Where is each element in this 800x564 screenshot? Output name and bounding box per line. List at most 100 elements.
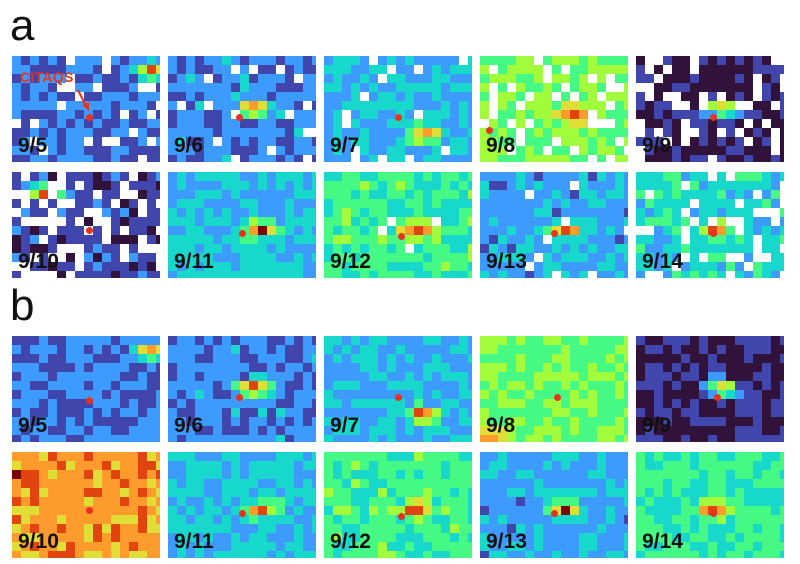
map-cell: [606, 119, 616, 129]
map-cell: [753, 74, 763, 84]
map-cell: [762, 435, 772, 442]
date-label: 9/14: [642, 530, 683, 553]
map-cell: [168, 417, 178, 427]
map-cell: [516, 253, 526, 263]
map-cell: [312, 244, 316, 254]
map-cell: [57, 363, 67, 373]
map-cell: [735, 271, 745, 278]
map-cell: [249, 488, 259, 498]
map-cell: [552, 408, 562, 418]
map-cell: [240, 470, 250, 480]
map-cell: [378, 390, 388, 400]
map-cell: [294, 146, 304, 156]
map-cell: [147, 417, 157, 427]
map-cell: [762, 524, 772, 534]
map-cell: [396, 235, 406, 245]
map-cell: [681, 101, 691, 111]
map-cell: [735, 435, 745, 442]
map-cell: [507, 101, 517, 111]
map-cell: [450, 381, 460, 391]
map-cell: [351, 479, 361, 489]
map-cell: [681, 497, 691, 507]
map-cell: [156, 488, 160, 498]
map-cell: [441, 372, 451, 382]
map-cell: [681, 399, 691, 409]
map-cell: [543, 190, 553, 200]
map-cell: [552, 488, 562, 498]
map-cell: [294, 271, 304, 278]
map-cell: [369, 417, 379, 427]
map-cell: [369, 92, 379, 102]
map-cell: [450, 417, 460, 427]
map-cell: [699, 479, 709, 489]
map-cell: [708, 345, 718, 355]
map-cell: [489, 435, 499, 442]
map-cell: [168, 101, 178, 111]
map-cell: [624, 92, 628, 102]
map-cell: [498, 470, 508, 480]
map-cell: [177, 110, 187, 120]
map-cell: [387, 381, 397, 391]
map-cell: [672, 83, 682, 93]
map-cell: [138, 101, 148, 111]
map-cell: [204, 372, 214, 382]
map-cell: [360, 262, 370, 272]
map-cell: [222, 65, 232, 75]
map-cell: [204, 155, 214, 162]
map-cell: [120, 372, 130, 382]
map-cell: [138, 542, 148, 552]
map-cell: [588, 253, 598, 263]
map-cell: [276, 390, 286, 400]
map-cell: [285, 181, 295, 191]
map-cell: [579, 354, 589, 364]
map-cell: [267, 235, 277, 245]
map-cell: [369, 190, 379, 200]
map-cell: [654, 461, 664, 471]
map-cell: [138, 488, 148, 498]
map-cell: [156, 74, 160, 84]
map-cell: [93, 65, 103, 75]
map-cell: [615, 488, 625, 498]
map-cell: [312, 119, 316, 129]
map-cell: [459, 217, 469, 227]
map-cell: [480, 172, 490, 182]
map-cell: [129, 190, 139, 200]
map-cell: [579, 390, 589, 400]
map-cell: [156, 533, 160, 543]
map-cell: [285, 426, 295, 436]
map-cell: [213, 65, 223, 75]
map-cell: [468, 336, 472, 346]
map-cell: [771, 199, 781, 209]
map-cell: [654, 208, 664, 218]
map-cell: [525, 262, 535, 272]
map-cell: [615, 74, 625, 84]
map-cell: [351, 336, 361, 346]
map-cell: [636, 417, 646, 427]
map-cell: [12, 137, 22, 147]
map-cell: [204, 506, 214, 516]
station-marker: [553, 394, 561, 402]
map-cell: [57, 497, 67, 507]
map-cell: [690, 262, 700, 272]
map-cell: [459, 110, 469, 120]
map-cell: [342, 408, 352, 418]
map-cell: [762, 551, 772, 558]
map-cell: [498, 497, 508, 507]
map-cell: [780, 336, 784, 346]
map-cell: [258, 336, 268, 346]
map-cell: [450, 217, 460, 227]
map-cell: [525, 372, 535, 382]
map-cell: [744, 551, 754, 558]
map-cell: [93, 56, 103, 66]
map-cell: [111, 217, 121, 227]
map-cell: [333, 128, 343, 138]
map-cell: [624, 56, 628, 66]
map-cell: [498, 181, 508, 191]
map-cell: [378, 524, 388, 534]
map-cell: [186, 345, 196, 355]
map-cell: [780, 65, 784, 75]
map-cell: [579, 470, 589, 480]
map-cell: [489, 479, 499, 489]
map-cell: [726, 235, 736, 245]
map-cell: [66, 479, 76, 489]
